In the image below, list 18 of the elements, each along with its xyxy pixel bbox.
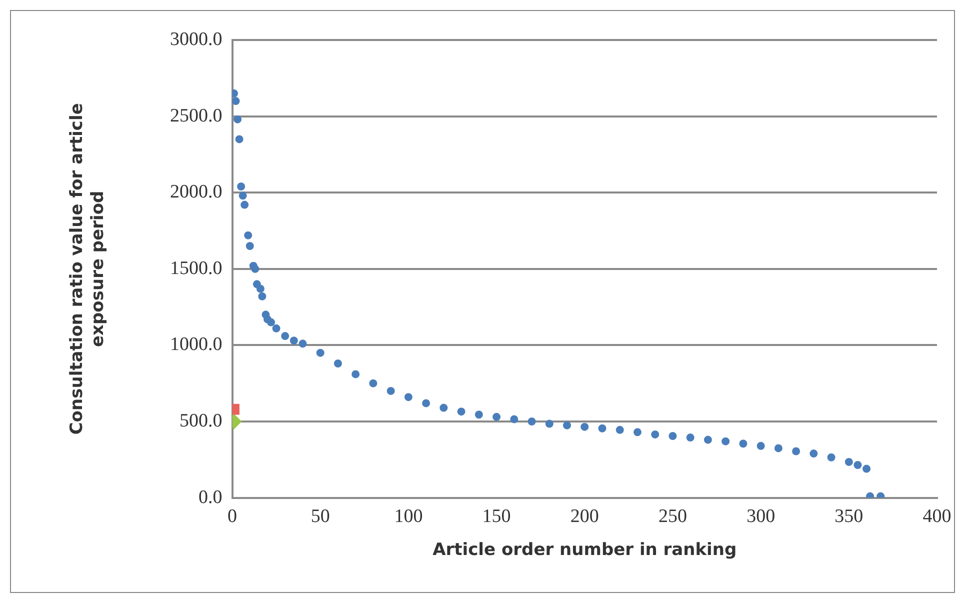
y-tick-label: 3000.0 (170, 28, 222, 50)
x-tick-label: 350 (834, 506, 864, 528)
y-tick-label: 2500.0 (170, 105, 222, 126)
y-tick-label: 0.0 (198, 486, 222, 508)
x-tick-label: 200 (570, 506, 599, 528)
x-tick-label: 150 (482, 506, 511, 528)
x-tick-label: 300 (746, 506, 776, 528)
x-tick-label: 0 (228, 506, 237, 528)
x-axis-title: Article order number in ranking (432, 540, 737, 560)
y-tick-label: 2000.0 (170, 182, 222, 203)
y-tick-label: 1000.0 (170, 334, 222, 356)
y-axis-title: Consultation ratio value for article exposure period (66, 103, 108, 435)
x-tick-label: 250 (658, 506, 687, 528)
x-tick-label: 400 (922, 506, 952, 528)
y-tick-label: 500.0 (180, 410, 222, 432)
x-tick-label: 50 (310, 506, 330, 528)
x-tick-label: 100 (394, 506, 423, 528)
y-tick-label: 1500.0 (170, 258, 222, 279)
